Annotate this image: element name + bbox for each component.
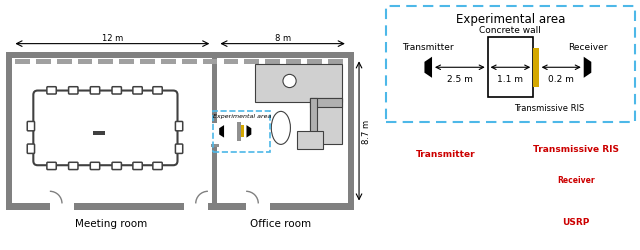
Bar [244, 60, 259, 65]
FancyBboxPatch shape [133, 87, 142, 95]
Text: Transmissive RIS: Transmissive RIS [532, 145, 619, 154]
FancyBboxPatch shape [153, 87, 162, 95]
Bar [6, 204, 354, 210]
Bar [119, 60, 134, 65]
Bar [15, 60, 30, 65]
Bar [286, 60, 301, 65]
Bar [211, 144, 219, 148]
Bar [307, 60, 322, 65]
Bar [213, 111, 271, 152]
Bar [533, 48, 539, 88]
Text: Receiver: Receiver [568, 42, 607, 51]
Bar [237, 122, 241, 141]
Text: 8 m: 8 m [275, 34, 291, 43]
Bar [184, 202, 208, 210]
Bar [348, 53, 354, 210]
Text: 2.5 m: 2.5 m [447, 74, 473, 84]
Bar [93, 132, 104, 135]
Bar [246, 202, 271, 210]
Bar [488, 38, 533, 98]
FancyBboxPatch shape [68, 162, 78, 170]
Bar [241, 126, 244, 138]
Text: Transmitter: Transmitter [403, 42, 454, 51]
Bar [310, 99, 342, 108]
Bar [255, 65, 342, 102]
FancyBboxPatch shape [90, 162, 100, 170]
Text: Transmissive RIS: Transmissive RIS [515, 104, 585, 112]
Bar [182, 60, 196, 65]
Bar [203, 60, 218, 65]
Text: 0.2 m: 0.2 m [548, 74, 574, 84]
Text: Receiver: Receiver [557, 176, 595, 184]
Bar [265, 60, 280, 65]
Text: Transmitter: Transmitter [416, 149, 476, 158]
Polygon shape [219, 126, 224, 138]
Polygon shape [424, 58, 432, 78]
Circle shape [283, 75, 296, 88]
Polygon shape [584, 58, 591, 78]
FancyBboxPatch shape [47, 162, 56, 170]
FancyBboxPatch shape [153, 162, 162, 170]
Text: 1.1 m: 1.1 m [497, 74, 524, 84]
Bar [50, 202, 74, 210]
Ellipse shape [271, 112, 291, 145]
FancyBboxPatch shape [175, 144, 183, 154]
Bar [6, 53, 354, 59]
Bar [161, 60, 176, 65]
Bar [310, 99, 317, 144]
Bar [212, 123, 218, 148]
Text: Experimental area: Experimental area [212, 114, 271, 119]
Text: USRP: USRP [562, 218, 589, 226]
Text: 8.7 m: 8.7 m [362, 120, 371, 144]
Bar [140, 60, 155, 65]
Bar [36, 60, 51, 65]
Text: Concrete wall: Concrete wall [479, 26, 541, 35]
Polygon shape [246, 126, 252, 138]
FancyBboxPatch shape [112, 162, 122, 170]
Text: 12 m: 12 m [102, 34, 123, 43]
Bar [310, 99, 342, 144]
Text: Meeting room: Meeting room [74, 218, 147, 228]
FancyBboxPatch shape [28, 144, 35, 154]
Bar [57, 60, 72, 65]
FancyBboxPatch shape [47, 87, 56, 95]
FancyBboxPatch shape [133, 162, 142, 170]
FancyBboxPatch shape [112, 87, 122, 95]
Bar [328, 60, 342, 65]
Bar [296, 132, 323, 149]
Bar [6, 53, 13, 210]
FancyBboxPatch shape [33, 91, 177, 166]
Bar [223, 60, 238, 65]
FancyBboxPatch shape [175, 122, 183, 131]
Bar [99, 60, 113, 65]
Bar [77, 60, 92, 65]
FancyBboxPatch shape [90, 87, 100, 95]
Bar [212, 59, 218, 204]
Text: Experimental area: Experimental area [456, 12, 565, 26]
FancyBboxPatch shape [68, 87, 78, 95]
FancyBboxPatch shape [28, 122, 35, 131]
Text: Office room: Office room [250, 218, 312, 228]
